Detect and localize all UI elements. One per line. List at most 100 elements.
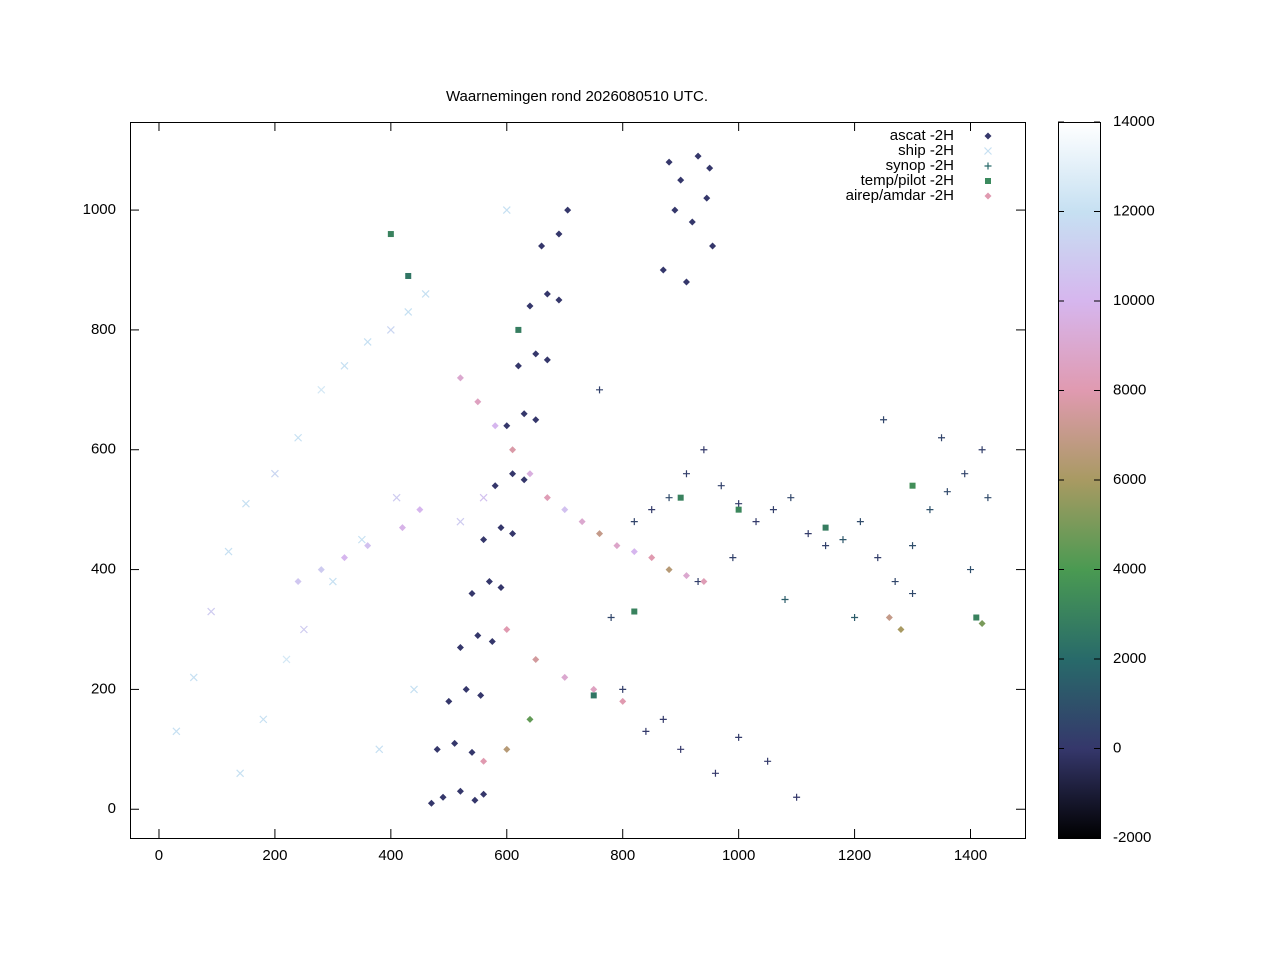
- point-shape: [671, 206, 679, 214]
- point-shape: [590, 692, 597, 699]
- point: [804, 530, 812, 538]
- y-tick-label: 1000: [83, 201, 116, 218]
- point: [451, 739, 459, 747]
- point-shape: [967, 566, 975, 574]
- point: [474, 631, 482, 639]
- point: [659, 266, 667, 274]
- point-shape: [543, 494, 551, 502]
- point-shape: [700, 446, 708, 454]
- point: [677, 745, 685, 753]
- point: [242, 499, 250, 508]
- point: [509, 470, 517, 478]
- point: [474, 398, 482, 406]
- point: [578, 518, 586, 526]
- point-shape: [445, 697, 453, 705]
- point: [189, 673, 198, 682]
- point: [665, 158, 673, 166]
- point: [978, 446, 986, 454]
- point-shape: [405, 272, 412, 279]
- point: [630, 518, 638, 526]
- point-shape: [532, 416, 540, 424]
- colorbar: [1058, 122, 1101, 839]
- point-shape: [491, 482, 499, 490]
- point-shape: [503, 745, 511, 753]
- point: [340, 361, 349, 370]
- point-shape: [793, 793, 801, 801]
- point-shape: [497, 584, 505, 592]
- point-shape: [404, 308, 413, 316]
- point-shape: [659, 266, 667, 274]
- point-shape: [387, 231, 394, 238]
- point-shape: [340, 554, 348, 562]
- point-shape: [538, 242, 546, 250]
- legend-symbol: [984, 192, 992, 200]
- point: [456, 374, 464, 382]
- point: [456, 787, 464, 795]
- point-shape: [729, 554, 737, 562]
- point-shape: [607, 614, 615, 622]
- point: [375, 745, 384, 754]
- point: [282, 655, 291, 664]
- point: [735, 733, 743, 741]
- point: [236, 769, 245, 778]
- point-shape: [259, 715, 268, 724]
- point: [984, 494, 992, 502]
- point-shape: [973, 614, 980, 621]
- x-tick-label: 1000: [722, 847, 755, 864]
- point-shape: [677, 494, 684, 501]
- point: [659, 715, 667, 723]
- colorbar-tick-label: -2000: [1113, 829, 1151, 846]
- point: [978, 619, 986, 627]
- point: [485, 578, 493, 586]
- point-shape: [456, 643, 464, 651]
- point: [729, 554, 737, 562]
- point: [477, 691, 485, 699]
- point: [677, 176, 685, 184]
- point: [897, 625, 905, 633]
- point-shape: [764, 757, 772, 765]
- point: [787, 494, 795, 502]
- point: [709, 242, 717, 250]
- point: [590, 685, 598, 693]
- point-shape: [665, 566, 673, 574]
- point-shape: [439, 793, 447, 801]
- point: [961, 470, 969, 478]
- point-shape: [242, 499, 250, 508]
- legend-sample: [984, 147, 992, 155]
- point: [851, 614, 859, 622]
- point: [270, 469, 279, 478]
- point-shape: [984, 494, 992, 502]
- point-shape: [526, 715, 534, 723]
- point: [299, 625, 308, 634]
- legend-symbol: [985, 178, 991, 184]
- point: [398, 524, 406, 532]
- point: [885, 614, 893, 622]
- point-shape: [978, 619, 986, 627]
- point: [543, 494, 551, 502]
- point-shape: [236, 769, 245, 778]
- point: [520, 410, 528, 418]
- point: [410, 685, 418, 694]
- point-shape: [509, 446, 517, 454]
- chart-title: Waarnemingen rond 2026080510 UTC.: [446, 88, 708, 105]
- y-tick-label: 600: [91, 441, 116, 458]
- point-shape: [317, 566, 325, 574]
- point-shape: [532, 655, 540, 663]
- point-shape: [891, 578, 899, 586]
- y-tick-label: 400: [91, 561, 116, 578]
- point: [682, 278, 690, 286]
- point-shape: [938, 434, 946, 442]
- point: [543, 290, 551, 298]
- colorbar-tick-label: 0: [1113, 739, 1121, 756]
- point: [491, 422, 499, 430]
- colorbar-tick-label: 10000: [1113, 292, 1155, 309]
- point: [735, 506, 742, 513]
- point-shape: [909, 482, 916, 489]
- y-tick-label: 800: [91, 321, 116, 338]
- point-shape: [885, 614, 893, 622]
- point: [700, 446, 708, 454]
- point-shape: [665, 158, 673, 166]
- point-shape: [207, 607, 216, 616]
- point-shape: [943, 488, 951, 496]
- x-tick-label: 1200: [838, 847, 871, 864]
